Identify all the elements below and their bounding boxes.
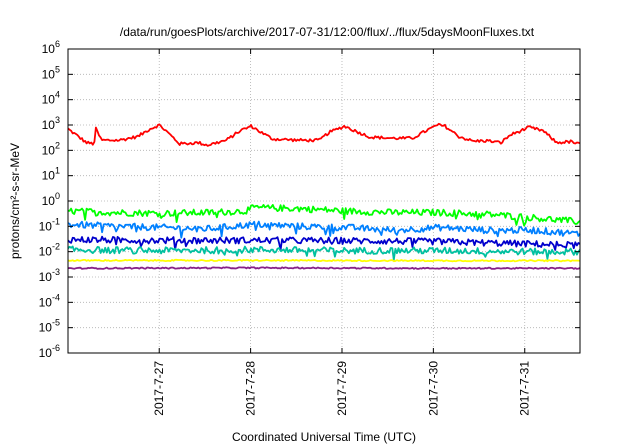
chart-title: /data/run/goesPlots/archive/2017-07-31/1… bbox=[120, 25, 535, 39]
x-tick-label: 2017-7-27 bbox=[152, 361, 166, 416]
series-line-1 bbox=[67, 122, 581, 147]
plot-frame bbox=[67, 48, 581, 354]
axes: 10-6 10-5 10-4 10-3 10-2 10-1 100 101 102 103 104 1… bbox=[39, 39, 581, 416]
y-tick-label: 104 bbox=[42, 90, 60, 107]
series-line-4 bbox=[67, 235, 581, 251]
y-tick-label: 101 bbox=[42, 166, 60, 183]
y-tick-label: 10-6 bbox=[39, 343, 60, 360]
x-axis-title: Coordinated Universal Time (UTC) bbox=[232, 430, 416, 444]
series-group bbox=[67, 122, 581, 270]
y-tick-label: 106 bbox=[42, 39, 60, 56]
y-tick-label: 10-4 bbox=[39, 292, 60, 309]
y-tick-label: 10-1 bbox=[39, 216, 60, 233]
x-tick-label: 2017-7-30 bbox=[426, 361, 440, 416]
y-tick-label: 100 bbox=[42, 191, 60, 208]
x-tick-label: 2017-7-31 bbox=[518, 361, 532, 416]
x-tick-label: 2017-7-28 bbox=[244, 361, 258, 416]
y-tick-label: 10-5 bbox=[39, 318, 60, 335]
y-tick-label: 10-2 bbox=[39, 242, 60, 259]
series-line-6 bbox=[67, 258, 581, 263]
y-axis-title: protons/cm²-s-sr-MeV bbox=[8, 143, 22, 259]
series-line-7 bbox=[67, 266, 581, 270]
series-line-3 bbox=[67, 220, 581, 239]
x-tick-label: 2017-7-29 bbox=[335, 361, 349, 416]
y-tick-label: 102 bbox=[42, 140, 60, 157]
grid bbox=[68, 49, 580, 353]
y-tick-label: 10-3 bbox=[39, 267, 60, 284]
series-line-5 bbox=[67, 245, 581, 261]
y-tick-label: 103 bbox=[42, 115, 60, 132]
series-line-2 bbox=[67, 204, 581, 227]
y-tick-label: 105 bbox=[42, 64, 60, 81]
